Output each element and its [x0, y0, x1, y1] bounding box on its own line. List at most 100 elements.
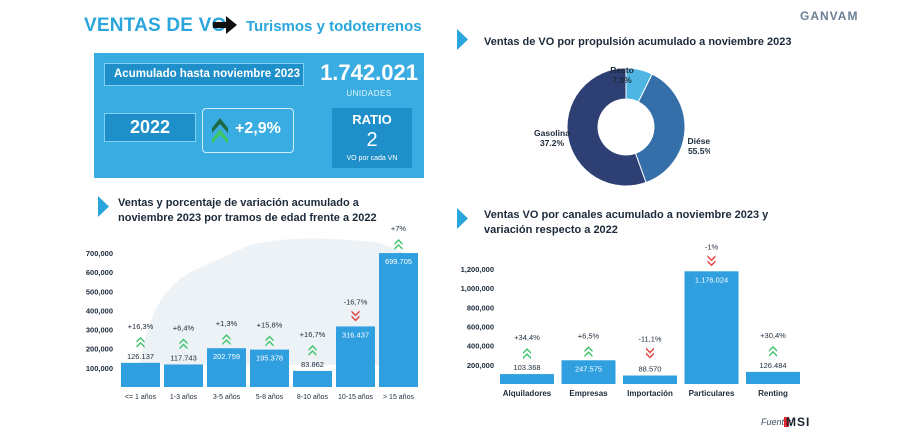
y-tick-label: 500,000 — [86, 287, 113, 296]
y-tick-label: 200,000 — [467, 361, 494, 370]
donut-slice — [634, 73, 686, 184]
age-bar-chart: 700,000 600,000 500,000 400,000 300,000 200,0… — [86, 224, 418, 401]
x-category-label: Importación — [627, 389, 673, 398]
channel-chart-title: Ventas VO por canales acumulado a noviem… — [484, 209, 769, 236]
kpi-period-label: Acumulado hasta noviembre 2023 — [114, 68, 300, 80]
variation-up-icon — [179, 338, 188, 350]
x-category-label: Particulares — [689, 389, 735, 398]
section-marker-icon — [457, 208, 468, 229]
variation-down-icon — [707, 255, 716, 267]
y-tick-label: 100,000 — [86, 364, 113, 373]
donut-label: Diésel — [687, 136, 710, 146]
kpi-total: 1.742.021 — [320, 60, 418, 85]
kpi-ratio-sub: VO por cada VN — [346, 155, 398, 162]
kpi-ratio-value: 2 — [366, 129, 378, 151]
bar-value-label: 126.137 — [127, 352, 154, 361]
bar — [746, 371, 800, 384]
bar-value-label: 126.484 — [759, 361, 786, 370]
bar — [336, 326, 375, 387]
kpi-period-band — [104, 63, 304, 86]
donut-label: Gasolina — [534, 128, 570, 138]
bar — [164, 364, 203, 387]
y-tick-label: 800,000 — [467, 303, 494, 312]
bar — [561, 360, 616, 384]
x-category-label: <= 1 años — [125, 394, 157, 401]
kpi-ratio-label: RATIO — [352, 112, 392, 127]
donut-chart-title: Ventas de VO por propulsión acumulado a … — [484, 36, 792, 48]
y-tick-label: 600,000 — [86, 268, 113, 277]
donut-label: Resto — [610, 65, 634, 75]
variation-up-icon — [222, 334, 231, 346]
y-tick-label: 400,000 — [86, 306, 113, 315]
bar — [250, 349, 289, 387]
x-category-label: Empresas — [569, 389, 608, 398]
x-category-label: 10-15 años — [338, 394, 374, 401]
bar — [121, 362, 160, 387]
bar-value-label: 247.575 — [575, 364, 602, 373]
kpi-units: UNIDADES — [346, 89, 392, 98]
bar-value-label: 195.378 — [256, 354, 283, 363]
brand-logo: GANVAM — [800, 9, 859, 23]
y-tick-label: 200,000 — [86, 345, 113, 354]
variation-label: +15,8% — [257, 321, 283, 330]
bar-value-label: 699.705 — [385, 257, 412, 266]
bar — [500, 374, 554, 384]
section-marker-icon — [98, 196, 109, 217]
bar — [293, 370, 332, 387]
y-tick-label: 1,000,000 — [461, 284, 494, 293]
bar-value-label: 316.437 — [342, 330, 369, 339]
y-tick-label: 300,000 — [86, 326, 113, 335]
y-tick-label: 700,000 — [86, 249, 113, 258]
donut-value-label: 55.5% — [688, 146, 710, 156]
variation-label: -1% — [705, 242, 719, 251]
variation-label: +6,4% — [173, 323, 195, 332]
age-chart-title: Ventas y porcentaje de variación acumula… — [118, 197, 377, 224]
bar — [684, 271, 739, 384]
bar — [623, 375, 677, 384]
section-marker-icon — [457, 29, 468, 50]
bar-value-label: 117.743 — [170, 353, 197, 362]
bar — [207, 348, 246, 387]
variation-label: +6,5% — [578, 331, 600, 340]
variation-up-icon — [394, 239, 403, 251]
source-logo-mark — [784, 417, 789, 427]
channel-bar-chart: 1,200,000 1,000,000 800,000 600,000 400,000 2… — [461, 242, 800, 398]
arrow-right-icon — [213, 16, 237, 34]
x-category-label: Alquiladores — [503, 389, 552, 398]
kpi-ratio-box — [332, 108, 412, 168]
variation-label: +34,4% — [514, 333, 540, 342]
x-category-label: 8-10 años — [297, 394, 329, 401]
variation-up-icon — [136, 336, 145, 348]
source-label: Fuente: — [761, 417, 792, 427]
x-category-label: Renting — [758, 389, 788, 398]
kpi-year: 2022 — [129, 117, 171, 137]
kpi-year-box — [104, 113, 196, 142]
variation-label: +16,7% — [300, 330, 326, 339]
variation-up-icon — [769, 345, 777, 357]
source-logo: MSI — [786, 415, 811, 429]
double-chevron-up-icon — [212, 118, 228, 144]
variation-up-icon — [523, 348, 531, 360]
kpi-variation: +2,9% — [235, 120, 281, 137]
variation-up-icon — [265, 335, 274, 347]
variation-up-icon — [584, 346, 593, 358]
variation-label: +7% — [391, 224, 407, 233]
donut-slice — [566, 67, 647, 187]
variation-label: +1,3% — [216, 319, 238, 328]
x-category-label: 3-5 años — [213, 394, 241, 401]
donut-value-label: 37.2% — [540, 138, 565, 148]
bar-value-label: 1.176.024 — [695, 275, 728, 284]
x-category-label: > 15 años — [383, 394, 414, 401]
bar-value-label: 88.570 — [639, 365, 662, 374]
variation-label: -16,7% — [344, 297, 368, 306]
y-tick-label: 1,200,000 — [461, 265, 494, 274]
donut-value-label: 7.3% — [612, 75, 632, 85]
kpi-variation-box — [202, 108, 294, 153]
variation-up-icon — [308, 344, 317, 356]
y-tick-label: 600,000 — [467, 323, 494, 332]
bar-value-label: 103.368 — [513, 363, 540, 372]
bar-value-label: 202.759 — [213, 352, 240, 361]
variation-down-icon — [351, 310, 360, 322]
bar — [379, 253, 418, 387]
page-subtitle: Turismos y todoterrenos — [246, 18, 422, 35]
